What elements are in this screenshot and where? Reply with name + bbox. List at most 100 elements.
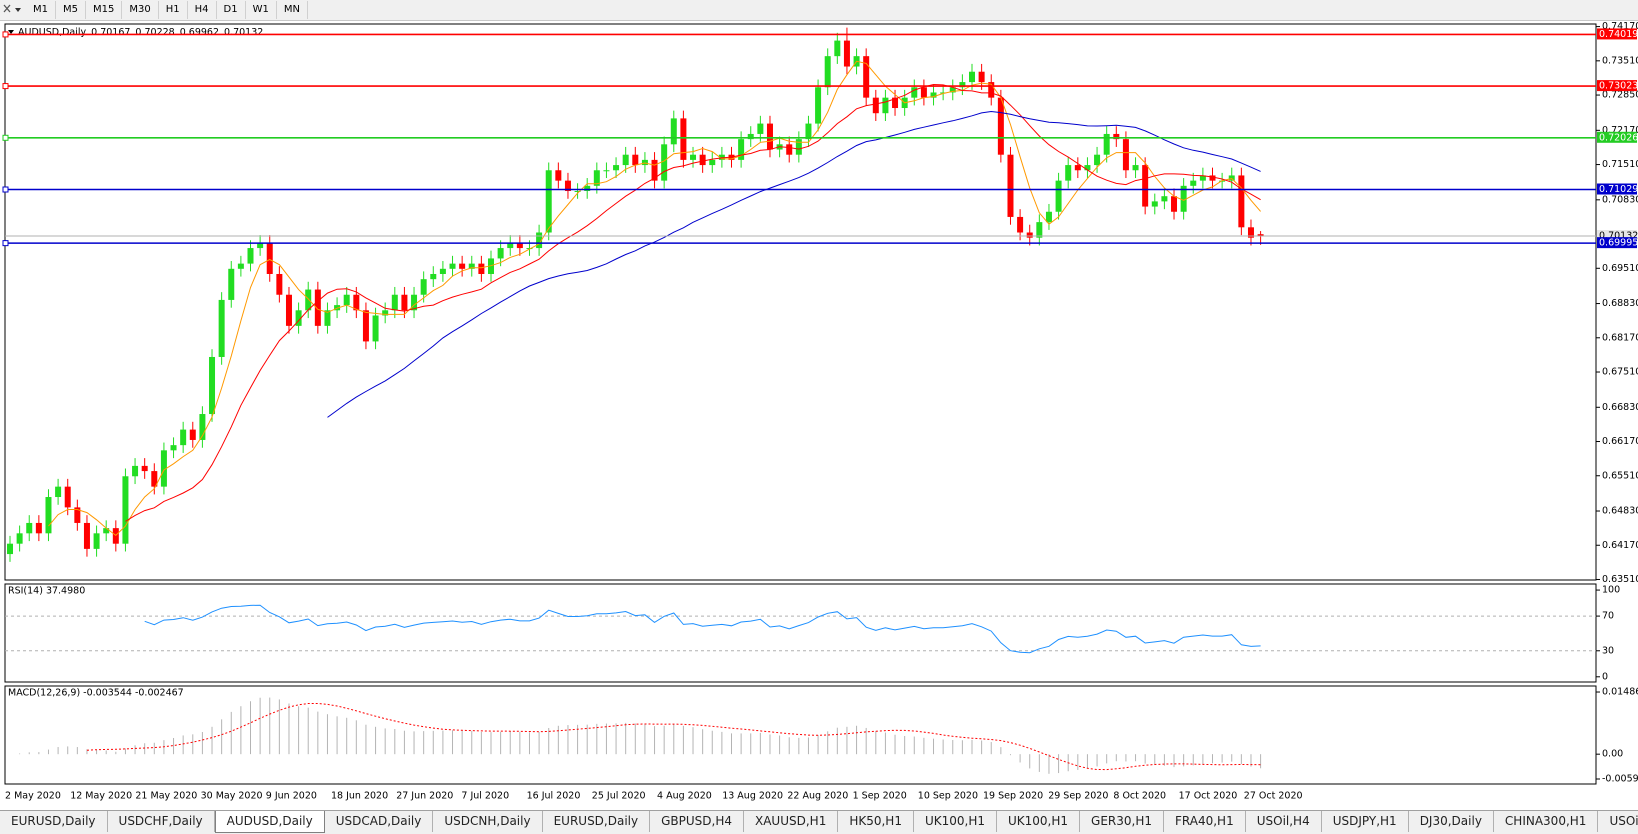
candle-body xyxy=(843,40,850,67)
candle-body xyxy=(949,87,956,93)
candle-body xyxy=(266,242,273,274)
candle-body xyxy=(940,92,947,94)
symbol-tab[interactable]: USDCAD,Daily xyxy=(325,811,434,832)
symbol-tab[interactable]: AUDUSD,Daily xyxy=(214,811,325,833)
candle-body xyxy=(228,268,235,300)
candle-body xyxy=(709,159,716,166)
symbol-tab[interactable]: USOil,H4 xyxy=(1246,811,1322,832)
moving-average xyxy=(327,110,1261,418)
candle-body xyxy=(74,507,81,523)
timeframe-button[interactable]: D1 xyxy=(217,1,246,19)
candle-body xyxy=(699,154,706,166)
current-price-label: 0.70132 xyxy=(1599,231,1638,242)
candle-body xyxy=(314,289,321,326)
candle-body xyxy=(1026,232,1033,238)
symbol-tab[interactable]: USDCNH,Daily xyxy=(433,811,543,832)
timeframe-button[interactable]: M30 xyxy=(122,1,159,19)
candle-body xyxy=(1180,185,1187,212)
toolbar-icon xyxy=(3,4,21,13)
level-handle xyxy=(2,134,9,141)
rsi-tick-label: 0 xyxy=(1602,671,1608,682)
symbol-tab[interactable]: CHINA300,H1 xyxy=(1494,811,1599,832)
candle-body xyxy=(1142,165,1149,207)
macd-label: MACD(12,26,9) -0.003544 -0.002467 xyxy=(8,688,184,699)
current-price-box xyxy=(1597,230,1637,242)
candle-body xyxy=(382,310,389,316)
symbol-tab[interactable]: EURUSD,Daily xyxy=(543,811,651,832)
symbol-tab[interactable]: USOil,H1 xyxy=(1598,811,1638,832)
y-tick-label: 0.66830 xyxy=(1602,402,1638,413)
timeframe-button[interactable]: M15 xyxy=(86,1,123,19)
candle-body xyxy=(324,310,331,326)
y-tick-label: 0.72170 xyxy=(1602,125,1638,136)
y-tick-label: 0.70830 xyxy=(1602,194,1638,205)
x-tick-label: 2 May 2020 xyxy=(5,791,61,802)
y-tick-label: 0.71510 xyxy=(1602,159,1638,170)
candle-body xyxy=(372,315,379,342)
candle-body xyxy=(411,294,418,311)
candle-body xyxy=(651,159,658,181)
level-label-box xyxy=(1597,80,1637,92)
candle-body xyxy=(1045,211,1052,223)
timeframe-button[interactable]: H4 xyxy=(188,1,217,19)
x-tick-label: 22 Aug 2020 xyxy=(787,791,848,802)
candle-body xyxy=(892,97,899,109)
chart-header: AUDUSD,Daily 0.70167 0.70228 0.69962 0.70132 xyxy=(18,27,263,38)
symbol-tab[interactable]: UK100,H1 xyxy=(997,811,1081,832)
candle-body xyxy=(55,486,62,498)
rsi-line xyxy=(144,604,1261,654)
symbol-tab[interactable]: DJ30,Daily xyxy=(1409,811,1494,832)
symbol-tab[interactable]: USDJPY,H1 xyxy=(1322,811,1409,832)
symbol-tab[interactable]: FRA40,H1 xyxy=(1164,811,1246,832)
x-tick-label: 30 May 2020 xyxy=(201,791,263,802)
candle-body xyxy=(353,294,360,311)
level-label-box xyxy=(1597,28,1637,40)
candle-body xyxy=(218,299,225,357)
symbol-tab[interactable]: UK100,H1 xyxy=(914,811,997,832)
candle-body xyxy=(439,268,446,274)
candle-body xyxy=(141,465,148,472)
candle-body xyxy=(1084,165,1091,171)
candle-body xyxy=(988,82,995,98)
symbol-tab[interactable]: XAUUSD,H1 xyxy=(744,811,839,832)
level-handle xyxy=(2,31,9,38)
candle-body xyxy=(391,294,398,311)
candle-body xyxy=(593,170,600,186)
symbol-tab[interactable]: EURUSD,Daily xyxy=(0,811,108,832)
candle-body xyxy=(574,191,581,193)
symbol-tab[interactable]: GER30,H1 xyxy=(1080,811,1164,832)
candle-body xyxy=(1228,175,1235,181)
timeframe-button[interactable]: H1 xyxy=(159,1,188,19)
candle-body xyxy=(969,71,975,83)
candle-body xyxy=(555,170,562,181)
candle-body xyxy=(766,123,773,150)
x-tick-label: 25 Jul 2020 xyxy=(592,791,646,802)
candle-body xyxy=(738,139,745,160)
level-label-box xyxy=(1597,237,1637,249)
timeframe-button[interactable]: M5 xyxy=(56,1,86,19)
candle-body xyxy=(160,450,167,487)
candle-body xyxy=(805,123,812,140)
symbol-tab[interactable]: HK50,H1 xyxy=(838,811,914,832)
timeframe-button[interactable]: M1 xyxy=(26,1,56,19)
candle-body xyxy=(911,87,918,98)
x-tick-label: 27 Oct 2020 xyxy=(1244,791,1303,802)
y-tick-label: 0.63510 xyxy=(1602,574,1638,585)
y-tick-label: 0.66170 xyxy=(1602,436,1638,447)
candle-body xyxy=(209,356,216,415)
timeframe-button[interactable]: MN xyxy=(277,1,308,19)
candle-body xyxy=(26,522,33,534)
candle-body xyxy=(680,118,687,160)
candle-body xyxy=(295,310,302,326)
symbol-tab[interactable]: GBPUSD,H4 xyxy=(650,811,744,832)
candle-body xyxy=(1171,196,1178,212)
symbol-tab[interactable]: USDCHF,Daily xyxy=(108,811,215,832)
timeframe-button[interactable]: W1 xyxy=(246,1,277,19)
candle-body xyxy=(497,248,504,259)
candle-body xyxy=(343,294,350,306)
rsi-label: RSI(14) 37.4980 xyxy=(8,586,85,597)
candle-body xyxy=(180,429,187,446)
moving-average xyxy=(48,60,1261,537)
